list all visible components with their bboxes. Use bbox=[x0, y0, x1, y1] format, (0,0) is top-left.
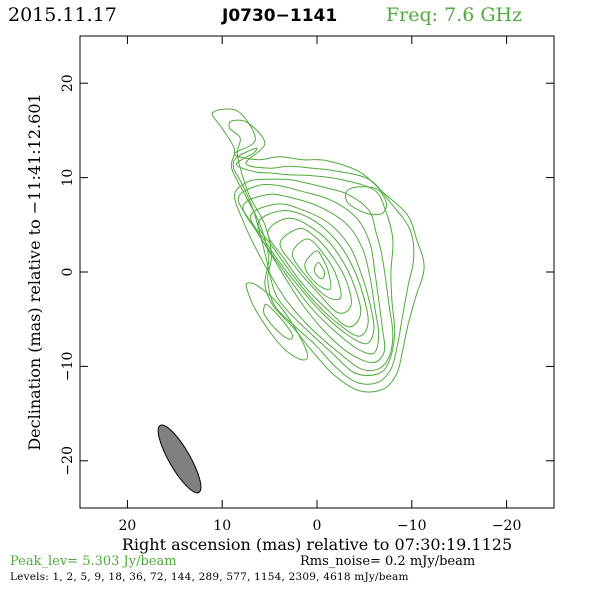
contour-c13 bbox=[313, 262, 326, 280]
contour-island-sw-outer bbox=[245, 282, 309, 361]
y-tick-label: −10 bbox=[60, 352, 76, 382]
frequency-label: Freq: 7.6 GHz bbox=[386, 4, 523, 26]
rms-noise: Rms_noise= 0.2 mJy/beam bbox=[300, 554, 476, 569]
x-tick-label: 0 bbox=[313, 518, 322, 534]
contour-c1 bbox=[211, 108, 425, 393]
y-tick-label: 0 bbox=[60, 268, 76, 277]
contour-levels: Levels: 1, 2, 5, 9, 18, 36, 72, 144, 289… bbox=[10, 571, 409, 583]
contour-island-sw-inner bbox=[262, 303, 294, 340]
x-tick-label: −10 bbox=[397, 518, 427, 534]
contour-c11 bbox=[291, 238, 342, 301]
contour-c5 bbox=[237, 184, 386, 364]
y-axis-label: Declination (mas) relative to −11:41:12.… bbox=[25, 93, 44, 450]
observation-date: 2015.11.17 bbox=[8, 4, 117, 26]
contour-lines bbox=[211, 108, 425, 393]
contour-island-ne bbox=[344, 186, 388, 216]
x-tick-label: 10 bbox=[213, 518, 231, 534]
contour-c4 bbox=[233, 178, 394, 372]
axis-ticks bbox=[80, 36, 554, 508]
contour-c8 bbox=[257, 210, 369, 337]
contour-c10 bbox=[279, 227, 352, 314]
source-name: J0730−1141 bbox=[222, 6, 338, 26]
peak-level: Peak_lev= 5.303 Jy/beam bbox=[10, 554, 177, 569]
contour-c7 bbox=[249, 203, 375, 345]
y-tick-label: −20 bbox=[60, 446, 76, 476]
x-tick-label: −20 bbox=[492, 518, 522, 534]
contour-c6 bbox=[242, 193, 380, 355]
x-axis-label: Right ascension (mas) relative to 07:30:… bbox=[122, 535, 512, 554]
x-tick-label: 20 bbox=[118, 518, 136, 534]
y-tick-label: 20 bbox=[60, 74, 76, 92]
beam-group bbox=[157, 424, 202, 494]
y-tick-label: 10 bbox=[60, 169, 76, 187]
contour-c2 bbox=[228, 119, 415, 385]
plot-frame bbox=[79, 35, 555, 509]
contour-c12 bbox=[304, 250, 332, 290]
tick-labels: 20 10 0 −10 −20 20 10 0 −10 −20 bbox=[60, 74, 521, 534]
contour-c3 bbox=[232, 147, 396, 377]
contour-c9 bbox=[267, 217, 362, 328]
beam-ellipse bbox=[157, 424, 202, 494]
